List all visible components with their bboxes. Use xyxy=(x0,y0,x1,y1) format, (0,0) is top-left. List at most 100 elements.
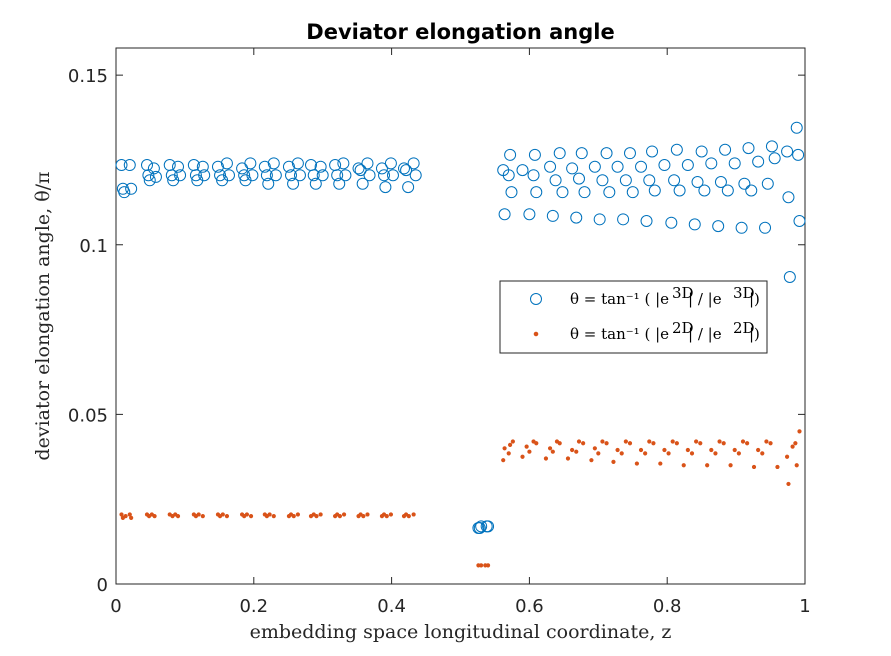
data-point-3d xyxy=(695,145,708,158)
series-3d xyxy=(115,121,806,535)
legend-marker-3d xyxy=(530,293,542,305)
data-point-3d xyxy=(352,162,365,175)
data-point-2d xyxy=(314,514,319,519)
data-point-2d xyxy=(341,512,347,517)
data-point-2d xyxy=(638,447,644,453)
x-axis-label: embedding space longitudinal coordinate,… xyxy=(250,621,672,643)
data-point-2d xyxy=(200,514,205,519)
data-point-3d xyxy=(523,208,536,221)
data-point-3d xyxy=(260,169,273,182)
x-tick-label: 0.6 xyxy=(515,596,544,617)
data-point-2d xyxy=(670,439,675,444)
data-point-2d xyxy=(643,451,648,456)
data-point-2d xyxy=(760,451,765,456)
data-point-2d xyxy=(127,512,132,517)
data-point-3d xyxy=(793,215,806,228)
data-point-2d xyxy=(502,446,507,451)
data-point-2d xyxy=(681,463,686,468)
data-point-3d xyxy=(505,186,518,199)
data-point-3d xyxy=(378,169,391,182)
data-point-3d xyxy=(475,520,488,533)
data-point-3d xyxy=(623,147,636,160)
data-point-2d xyxy=(611,459,616,464)
data-point-2d xyxy=(388,512,394,517)
data-point-2d xyxy=(756,447,761,453)
data-point-2d xyxy=(565,456,571,461)
legend-label-2d-sup: 2D xyxy=(672,319,694,337)
data-point-3d xyxy=(400,164,413,177)
data-point-3d xyxy=(214,169,227,182)
data-point-3d xyxy=(262,177,275,190)
data-point-2d xyxy=(647,439,652,444)
data-point-2d xyxy=(581,441,586,446)
legend: θ = tan⁻¹ ( |e 3D | / |e 3D |) θ = tan⁻¹… xyxy=(499,280,768,354)
data-point-3d xyxy=(375,162,388,175)
data-point-2d xyxy=(267,512,272,517)
data-point-3d xyxy=(665,216,678,229)
data-point-3d xyxy=(211,160,224,173)
data-point-3d xyxy=(782,191,795,204)
data-point-3d xyxy=(765,140,778,153)
data-point-2d xyxy=(768,441,773,446)
x-tick-label: 0.2 xyxy=(239,596,268,617)
data-point-2d xyxy=(406,514,411,519)
data-point-2d xyxy=(576,439,582,444)
data-point-3d xyxy=(626,186,639,199)
legend-marker-2d xyxy=(533,331,539,337)
data-point-2d xyxy=(248,514,254,519)
data-point-3d xyxy=(570,211,583,224)
data-point-3d xyxy=(516,164,529,177)
y-axis-label: deviator elongation angle, θ/π xyxy=(32,171,54,460)
data-point-3d xyxy=(293,169,306,182)
data-point-2d xyxy=(527,449,532,454)
data-point-2d xyxy=(728,463,733,468)
data-point-3d xyxy=(792,148,805,161)
data-point-3d xyxy=(473,522,486,535)
data-point-2d xyxy=(175,514,181,519)
data-point-3d xyxy=(719,143,732,156)
data-point-2d xyxy=(510,439,515,444)
data-point-2d xyxy=(786,481,791,487)
data-point-3d xyxy=(528,148,541,161)
data-point-2d xyxy=(615,447,620,453)
data-point-2d xyxy=(685,447,690,453)
data-point-2d xyxy=(666,451,671,456)
legend-label-3d: θ = tan⁻¹ ( |e xyxy=(570,290,669,308)
data-point-3d xyxy=(783,270,796,283)
data-point-3d xyxy=(123,159,136,172)
data-point-3d xyxy=(398,162,411,175)
data-point-3d xyxy=(600,147,613,160)
data-point-2d xyxy=(534,441,539,446)
data-point-3d xyxy=(172,160,185,173)
data-point-2d xyxy=(361,514,366,519)
data-point-3d xyxy=(556,186,569,199)
data-point-3d xyxy=(691,176,704,188)
data-point-2d xyxy=(634,461,639,466)
data-point-2d xyxy=(705,463,710,468)
data-point-2d xyxy=(751,464,757,470)
data-point-3d xyxy=(640,215,653,228)
data-point-3d xyxy=(670,143,683,156)
data-point-3d xyxy=(643,174,656,187)
legend-label-2d: θ = tan⁻¹ ( |e xyxy=(570,325,669,343)
data-point-2d xyxy=(123,514,128,519)
data-point-3d xyxy=(238,169,251,182)
data-point-2d xyxy=(694,439,699,444)
data-point-3d xyxy=(578,186,591,199)
data-point-2d xyxy=(547,446,553,451)
data-point-3d xyxy=(681,159,694,172)
data-point-2d xyxy=(365,512,370,517)
data-point-2d xyxy=(784,454,790,459)
data-point-3d xyxy=(269,169,282,182)
data-point-3d xyxy=(333,177,346,190)
data-point-2d xyxy=(384,514,389,519)
y-tick-label: 0 xyxy=(97,575,108,596)
data-point-3d xyxy=(530,186,543,199)
data-point-2d xyxy=(740,439,746,444)
x-tick-label: 0.4 xyxy=(377,596,406,617)
data-point-3d xyxy=(220,157,233,170)
data-point-3d xyxy=(149,170,162,183)
data-point-2d xyxy=(623,439,628,444)
data-point-3d xyxy=(118,186,131,199)
data-point-3d xyxy=(244,157,257,170)
